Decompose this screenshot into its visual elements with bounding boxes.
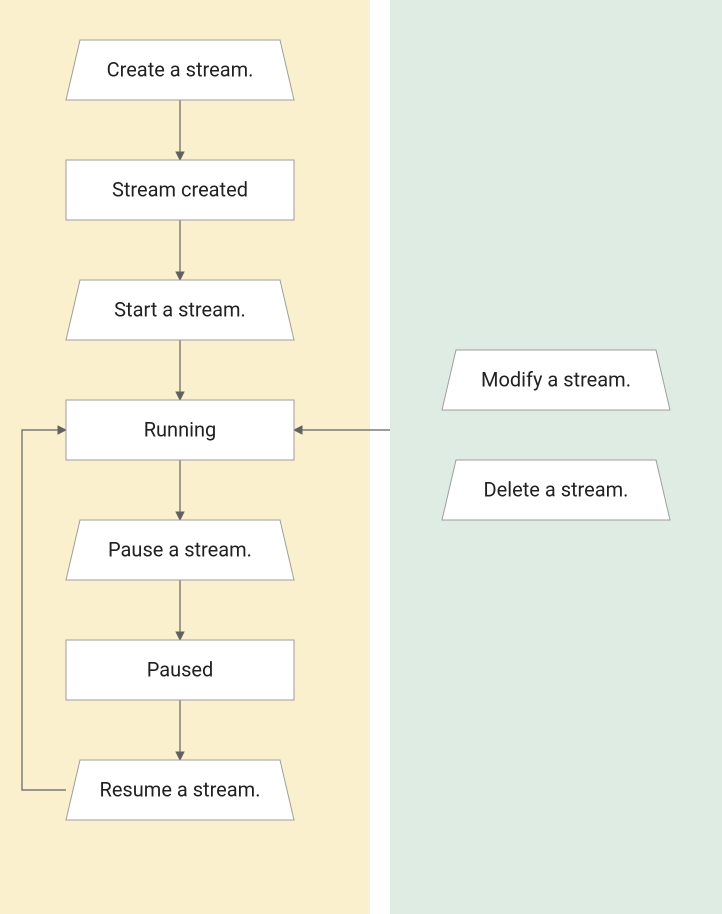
node-start-label: Start a stream. (114, 297, 246, 321)
node-delete: Delete a stream. (442, 460, 670, 520)
node-start: Start a stream. (66, 280, 294, 340)
node-resume: Resume a stream. (66, 760, 294, 820)
node-running: Running (66, 400, 294, 460)
node-resume-label: Resume a stream. (100, 777, 261, 801)
node-create: Create a stream. (66, 40, 294, 100)
node-paused: Paused (66, 640, 294, 700)
node-running-label: Running (144, 417, 217, 441)
node-pause: Pause a stream. (66, 520, 294, 580)
node-pause-label: Pause a stream. (108, 537, 252, 561)
node-delete-label: Delete a stream. (484, 477, 629, 501)
right-panel (390, 0, 722, 914)
node-modify-label: Modify a stream. (481, 367, 631, 391)
node-created: Stream created (66, 160, 294, 220)
node-paused-label: Paused (147, 657, 214, 681)
node-modify: Modify a stream. (442, 350, 670, 410)
node-create-label: Create a stream. (107, 57, 254, 81)
node-created-label: Stream created (112, 177, 248, 201)
stream-lifecycle-diagram: Create a stream. Stream created Start a st… (0, 0, 722, 914)
